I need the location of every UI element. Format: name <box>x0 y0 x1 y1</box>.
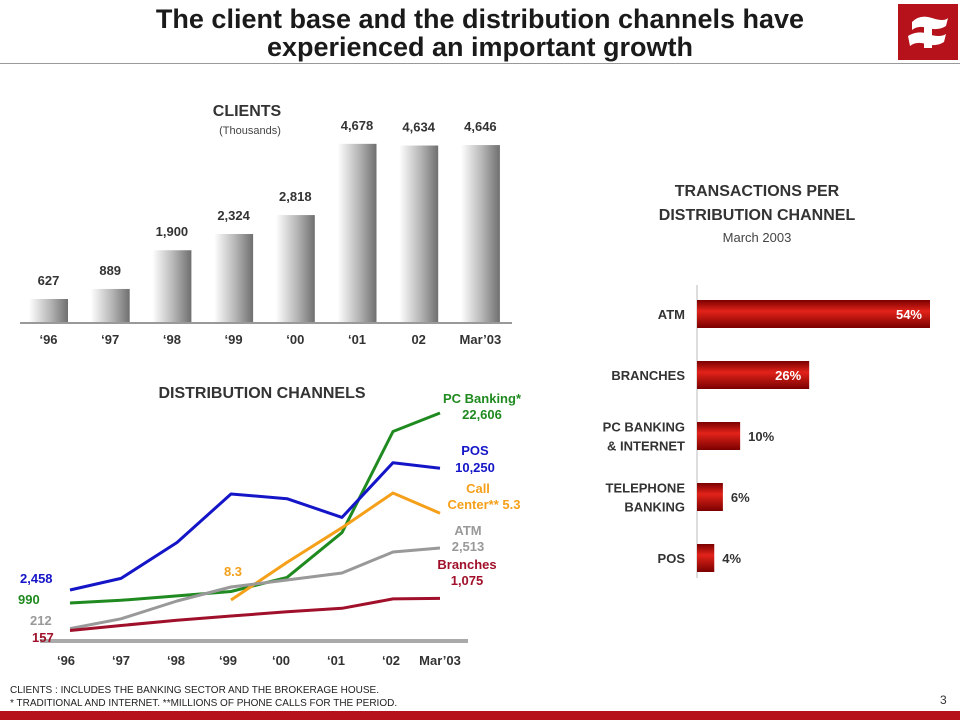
channels-tick-label: ‘01 <box>327 653 345 668</box>
clients-subtitle: (Thousands) <box>219 125 281 137</box>
transactions-bars: 54% ATM 26% BRANCHES 10% PC BANKING & INTERNET… <box>603 300 930 572</box>
channels-series-line <box>230 491 441 602</box>
channels-series-name: PC Banking* <box>443 391 522 406</box>
footer-bar <box>0 711 960 720</box>
clients-value-label: 889 <box>99 263 121 278</box>
footnote-channels: * TRADITIONAL AND INTERNET. **MILLIONS O… <box>10 698 398 709</box>
clients-tick-label: ‘96 <box>39 332 57 347</box>
clients-value-label: 2,818 <box>279 189 312 204</box>
bank-logo-icon <box>908 16 948 48</box>
clients-tick-label: ‘97 <box>101 332 119 347</box>
channels-tick-label: ‘96 <box>57 653 75 668</box>
transactions-category-label: TELEPHONE <box>606 481 686 496</box>
channels-series-name: Call <box>466 481 490 496</box>
channels-tick-label: ‘99 <box>219 653 237 668</box>
transactions-category-label: POS <box>658 551 686 566</box>
clients-value-label: 627 <box>38 273 60 288</box>
channels-start-label: 2,458 <box>20 571 53 586</box>
transactions-bar <box>697 544 715 572</box>
channels-ticks: ‘96 ‘97 ‘98 ‘99 ‘00 ‘01 ‘02 Mar’03 <box>57 653 461 668</box>
clients-tick-label: ‘98 <box>163 332 181 347</box>
transactions-bar <box>697 422 741 450</box>
channels-series-name: POS <box>461 443 489 458</box>
channels-series-line <box>69 461 441 592</box>
channels-end-label: 2,513 <box>452 539 485 554</box>
transactions-category-label: BANKING <box>624 500 685 515</box>
transactions-value-label: 26% <box>775 368 801 383</box>
transactions-bar <box>697 361 810 389</box>
transactions-bar <box>697 300 930 328</box>
clients-bar <box>90 288 130 323</box>
transactions-subtitle: March 2003 <box>723 230 792 245</box>
clients-tick-label: 02 <box>411 332 425 347</box>
channels-title: DISTRIBUTION CHANNELS <box>158 385 365 402</box>
transactions-title-line-2: DISTRIBUTION CHANNEL <box>659 207 856 224</box>
clients-tick-label: ‘01 <box>348 332 366 347</box>
transactions-title-line-1: TRANSACTIONS PER <box>675 183 840 200</box>
clients-tick-label: Mar’03 <box>460 332 502 347</box>
clients-bar <box>214 233 254 323</box>
channels-series-line <box>69 596 441 632</box>
clients-bar <box>152 250 192 323</box>
channels-lines: 990 PC Banking*22,606 2,458 POS 10,250 8.3 Cal… <box>18 391 522 645</box>
clients-tick-label: ‘99 <box>225 332 243 347</box>
clients-bar <box>275 215 315 323</box>
channels-series-name: Center** 5.3 <box>448 497 521 512</box>
clients-value-label: 4,646 <box>464 119 497 134</box>
clients-value-label: 4,678 <box>341 118 374 133</box>
clients-bar <box>460 145 500 323</box>
channels-start-label: 157 <box>32 630 54 645</box>
transactions-bar <box>697 483 723 511</box>
channels-tick-label: ‘97 <box>112 653 130 668</box>
clients-bar <box>399 145 439 323</box>
slide-title-line-2: experienced an important growth <box>266 32 694 62</box>
channels-start-label: 990 <box>18 592 40 607</box>
transactions-value-label: 10% <box>748 429 774 444</box>
page-number: 3 <box>940 693 947 707</box>
transactions-value-label: 54% <box>896 307 922 322</box>
slide-title-line-1: The client base and the distribution cha… <box>155 4 805 34</box>
footnote-clients: CLIENTS : INCLUDES THE BANKING SECTOR AN… <box>10 685 379 696</box>
channels-series-name: ATM <box>454 523 481 538</box>
clients-value-label: 1,900 <box>156 224 189 239</box>
channels-start-label: 8.3 <box>224 564 242 579</box>
transactions-value-label: 6% <box>731 490 750 505</box>
clients-bar <box>29 298 68 323</box>
channels-series-name: Branches <box>437 557 496 572</box>
transactions-value-label: 4% <box>722 551 741 566</box>
channels-start-label: 212 <box>30 613 52 628</box>
channels-tick-label: ‘00 <box>272 653 290 668</box>
clients-tick-label: ‘00 <box>286 332 304 347</box>
channels-series-line <box>69 546 441 631</box>
channels-end-label: 22,606 <box>462 407 502 422</box>
transactions-category-label: BRANCHES <box>611 368 685 383</box>
transactions-category-label: & INTERNET <box>607 439 685 454</box>
bank-logo <box>898 4 958 60</box>
header-divider <box>0 63 960 64</box>
clients-value-label: 2,324 <box>217 208 250 223</box>
channels-tick-label: ‘02 <box>382 653 400 668</box>
transactions-category-label: ATM <box>658 307 685 322</box>
clients-bar <box>337 143 377 323</box>
clients-title: CLIENTS <box>213 103 282 120</box>
channels-tick-label: ‘98 <box>167 653 185 668</box>
clients-value-label: 4,634 <box>402 120 435 135</box>
channels-end-label: 1,075 <box>451 573 484 588</box>
clients-bars: 627 ‘96 889 ‘97 1,900 ‘98 2,324 ‘99 2,818 ‘00 4,67… <box>29 118 501 347</box>
channels-tick-label: Mar’03 <box>419 653 461 668</box>
transactions-category-label: PC BANKING <box>603 420 685 435</box>
channels-end-label: 10,250 <box>455 460 495 475</box>
